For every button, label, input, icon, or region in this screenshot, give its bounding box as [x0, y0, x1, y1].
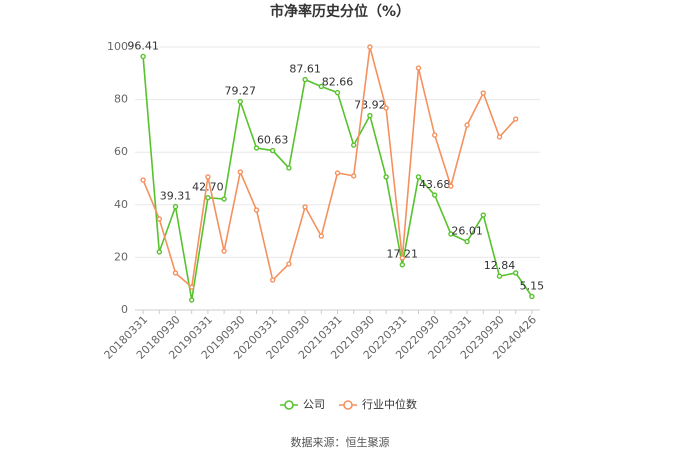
data-label: 73.92	[354, 99, 386, 112]
data-point	[334, 89, 341, 96]
data-point	[237, 98, 244, 105]
y-tick-label: 60	[114, 145, 128, 158]
data-point	[513, 270, 519, 276]
data-point	[156, 249, 163, 255]
data-point	[351, 142, 357, 148]
data-label: 42.70	[192, 181, 224, 194]
data-point	[156, 216, 163, 222]
series-line	[142, 46, 517, 289]
data-point	[318, 233, 324, 239]
data-point	[253, 207, 260, 213]
chart-title: 市净率历史分位（%）	[270, 3, 410, 20]
data-point	[253, 145, 260, 151]
data-label: 79.27	[225, 85, 257, 98]
data-point	[172, 270, 179, 276]
data-label: 87.61	[289, 63, 321, 76]
data-point	[188, 297, 195, 303]
data-point	[286, 261, 292, 267]
legend-marker	[343, 400, 353, 410]
y-tick-label: 80	[114, 93, 128, 106]
data-point	[399, 255, 405, 261]
data-label: 39.31	[160, 190, 192, 203]
y-tick-label: 40	[114, 198, 128, 211]
data-point	[448, 231, 454, 237]
data-point	[496, 273, 503, 279]
data-point	[270, 147, 276, 154]
data-point	[496, 134, 503, 140]
data-point	[367, 44, 373, 50]
data-point	[302, 204, 308, 210]
data-point	[172, 203, 179, 210]
data-point	[205, 174, 211, 180]
data-point	[432, 192, 438, 198]
data-point	[318, 83, 324, 90]
data-point	[221, 196, 227, 202]
data-point	[367, 112, 373, 119]
data-point	[464, 122, 470, 128]
source-note: 数据来源：恒生聚源	[291, 435, 390, 449]
data-point	[480, 90, 486, 96]
data-point	[221, 248, 227, 254]
data-point	[302, 76, 308, 83]
data-point	[432, 132, 438, 138]
data-point	[415, 174, 422, 180]
data-point	[448, 183, 454, 189]
data-point	[140, 53, 146, 60]
data-label: 96.41	[127, 39, 159, 52]
data-point	[415, 65, 422, 71]
y-tick-label: 20	[114, 250, 128, 263]
data-point	[205, 194, 211, 201]
data-label: 5.15	[520, 279, 545, 292]
data-point	[270, 277, 276, 283]
legend-label: 公司	[303, 398, 325, 411]
data-label: 82.66	[322, 76, 354, 89]
data-point	[334, 170, 341, 176]
data-point	[383, 105, 389, 111]
data-label: 43.68	[419, 178, 451, 191]
y-tick-label: 100	[107, 40, 128, 53]
data-label: 12.84	[484, 259, 516, 272]
data-point	[464, 238, 470, 245]
data-point	[286, 165, 292, 171]
data-point	[529, 293, 535, 300]
data-point	[188, 284, 195, 290]
data-point	[383, 174, 389, 180]
data-point	[513, 116, 519, 122]
data-point	[480, 212, 486, 218]
data-point	[351, 173, 357, 179]
data-label: 60.63	[257, 134, 289, 147]
data-label: 26.01	[451, 225, 483, 238]
data-point	[237, 169, 244, 175]
legend-label: 行业中位数	[362, 397, 417, 411]
y-tick-label: 0	[121, 303, 128, 316]
legend-marker	[284, 400, 294, 410]
data-point	[399, 262, 405, 268]
data-point	[140, 177, 146, 183]
